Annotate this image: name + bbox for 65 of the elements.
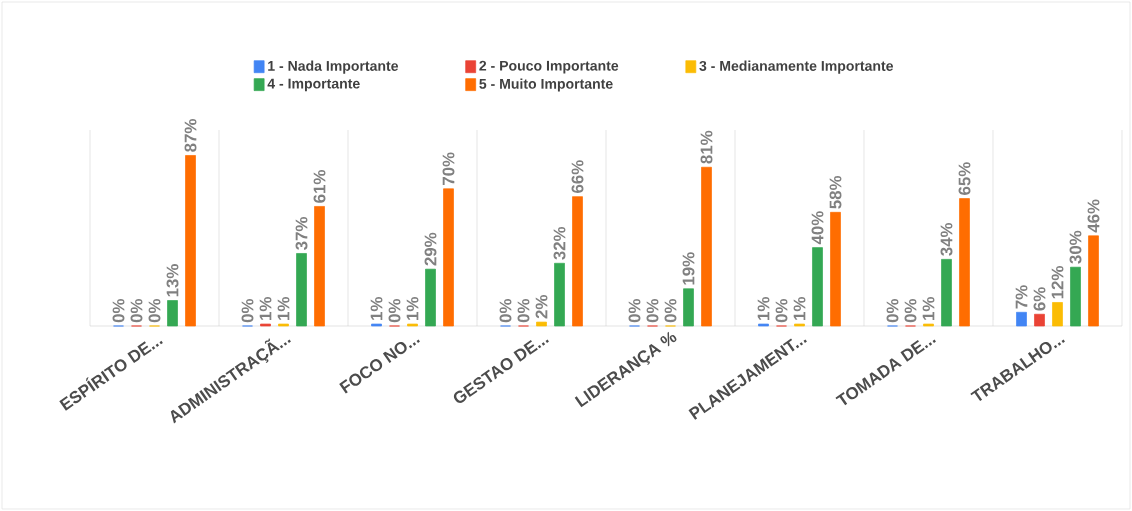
data-label: 1% xyxy=(793,297,806,320)
data-label: 0% xyxy=(517,298,530,323)
data-label: 7% xyxy=(1015,285,1028,309)
bar xyxy=(1034,313,1045,327)
bar xyxy=(1016,311,1027,327)
data-label: 0% xyxy=(646,298,659,323)
bar xyxy=(701,166,712,327)
legend-label: 3 - Medianamente Importante xyxy=(699,60,894,74)
data-label: 65% xyxy=(958,162,971,195)
data-label: 29% xyxy=(424,232,437,266)
bar xyxy=(536,321,547,327)
data-label: 19% xyxy=(682,252,695,285)
data-label: 40% xyxy=(811,211,824,245)
data-label: 70% xyxy=(442,152,455,185)
data-label: 58% xyxy=(829,175,842,209)
data-label: 61% xyxy=(313,170,326,203)
data-label: 46% xyxy=(1087,199,1100,233)
data-label: 1% xyxy=(259,297,272,320)
legend-label: 5 - Muito Importante xyxy=(479,78,613,92)
legend-label: 2 - Pouco Importante xyxy=(479,60,619,74)
data-label: 81% xyxy=(700,130,713,164)
bar xyxy=(812,247,823,327)
data-label: 87% xyxy=(184,119,197,152)
data-label: 0% xyxy=(388,298,401,323)
bar xyxy=(830,211,841,327)
data-label: 0% xyxy=(886,298,899,323)
bar xyxy=(167,300,178,327)
bar xyxy=(443,188,454,327)
legend-label: 1 - Nada Importante xyxy=(268,60,399,74)
data-label: 32% xyxy=(553,226,566,260)
data-label: 13% xyxy=(166,264,179,297)
data-label: 2% xyxy=(535,295,548,319)
data-label: 1% xyxy=(277,297,290,320)
bar xyxy=(554,262,565,327)
data-label: 6% xyxy=(1033,287,1046,311)
data-label: 0% xyxy=(241,298,254,323)
bar xyxy=(1052,302,1063,327)
bar xyxy=(425,268,436,327)
bar xyxy=(959,198,970,327)
data-label: 0% xyxy=(664,298,677,323)
bar xyxy=(1070,266,1081,327)
data-label: 37% xyxy=(295,217,308,250)
bar xyxy=(941,259,952,327)
data-label: 1% xyxy=(757,297,770,320)
data-label: 0% xyxy=(112,298,125,323)
data-label: 0% xyxy=(148,298,161,323)
data-label: 30% xyxy=(1069,230,1082,264)
data-label: 1% xyxy=(922,297,935,320)
data-label: 0% xyxy=(499,298,512,323)
bar xyxy=(296,253,307,327)
data-label: 66% xyxy=(571,160,584,193)
legend-label: 4 - Importante xyxy=(267,78,360,92)
data-label: 0% xyxy=(904,298,917,323)
data-label: 0% xyxy=(775,298,788,323)
data-label: 0% xyxy=(628,298,641,323)
bar xyxy=(572,196,583,327)
data-label: 12% xyxy=(1051,266,1064,299)
bar xyxy=(314,206,325,327)
bar xyxy=(1088,235,1099,327)
bar xyxy=(683,288,694,327)
data-label: 0% xyxy=(130,298,143,323)
data-label: 1% xyxy=(370,297,383,320)
bar xyxy=(185,155,196,327)
data-label: 1% xyxy=(406,297,419,320)
data-label: 34% xyxy=(940,222,953,256)
